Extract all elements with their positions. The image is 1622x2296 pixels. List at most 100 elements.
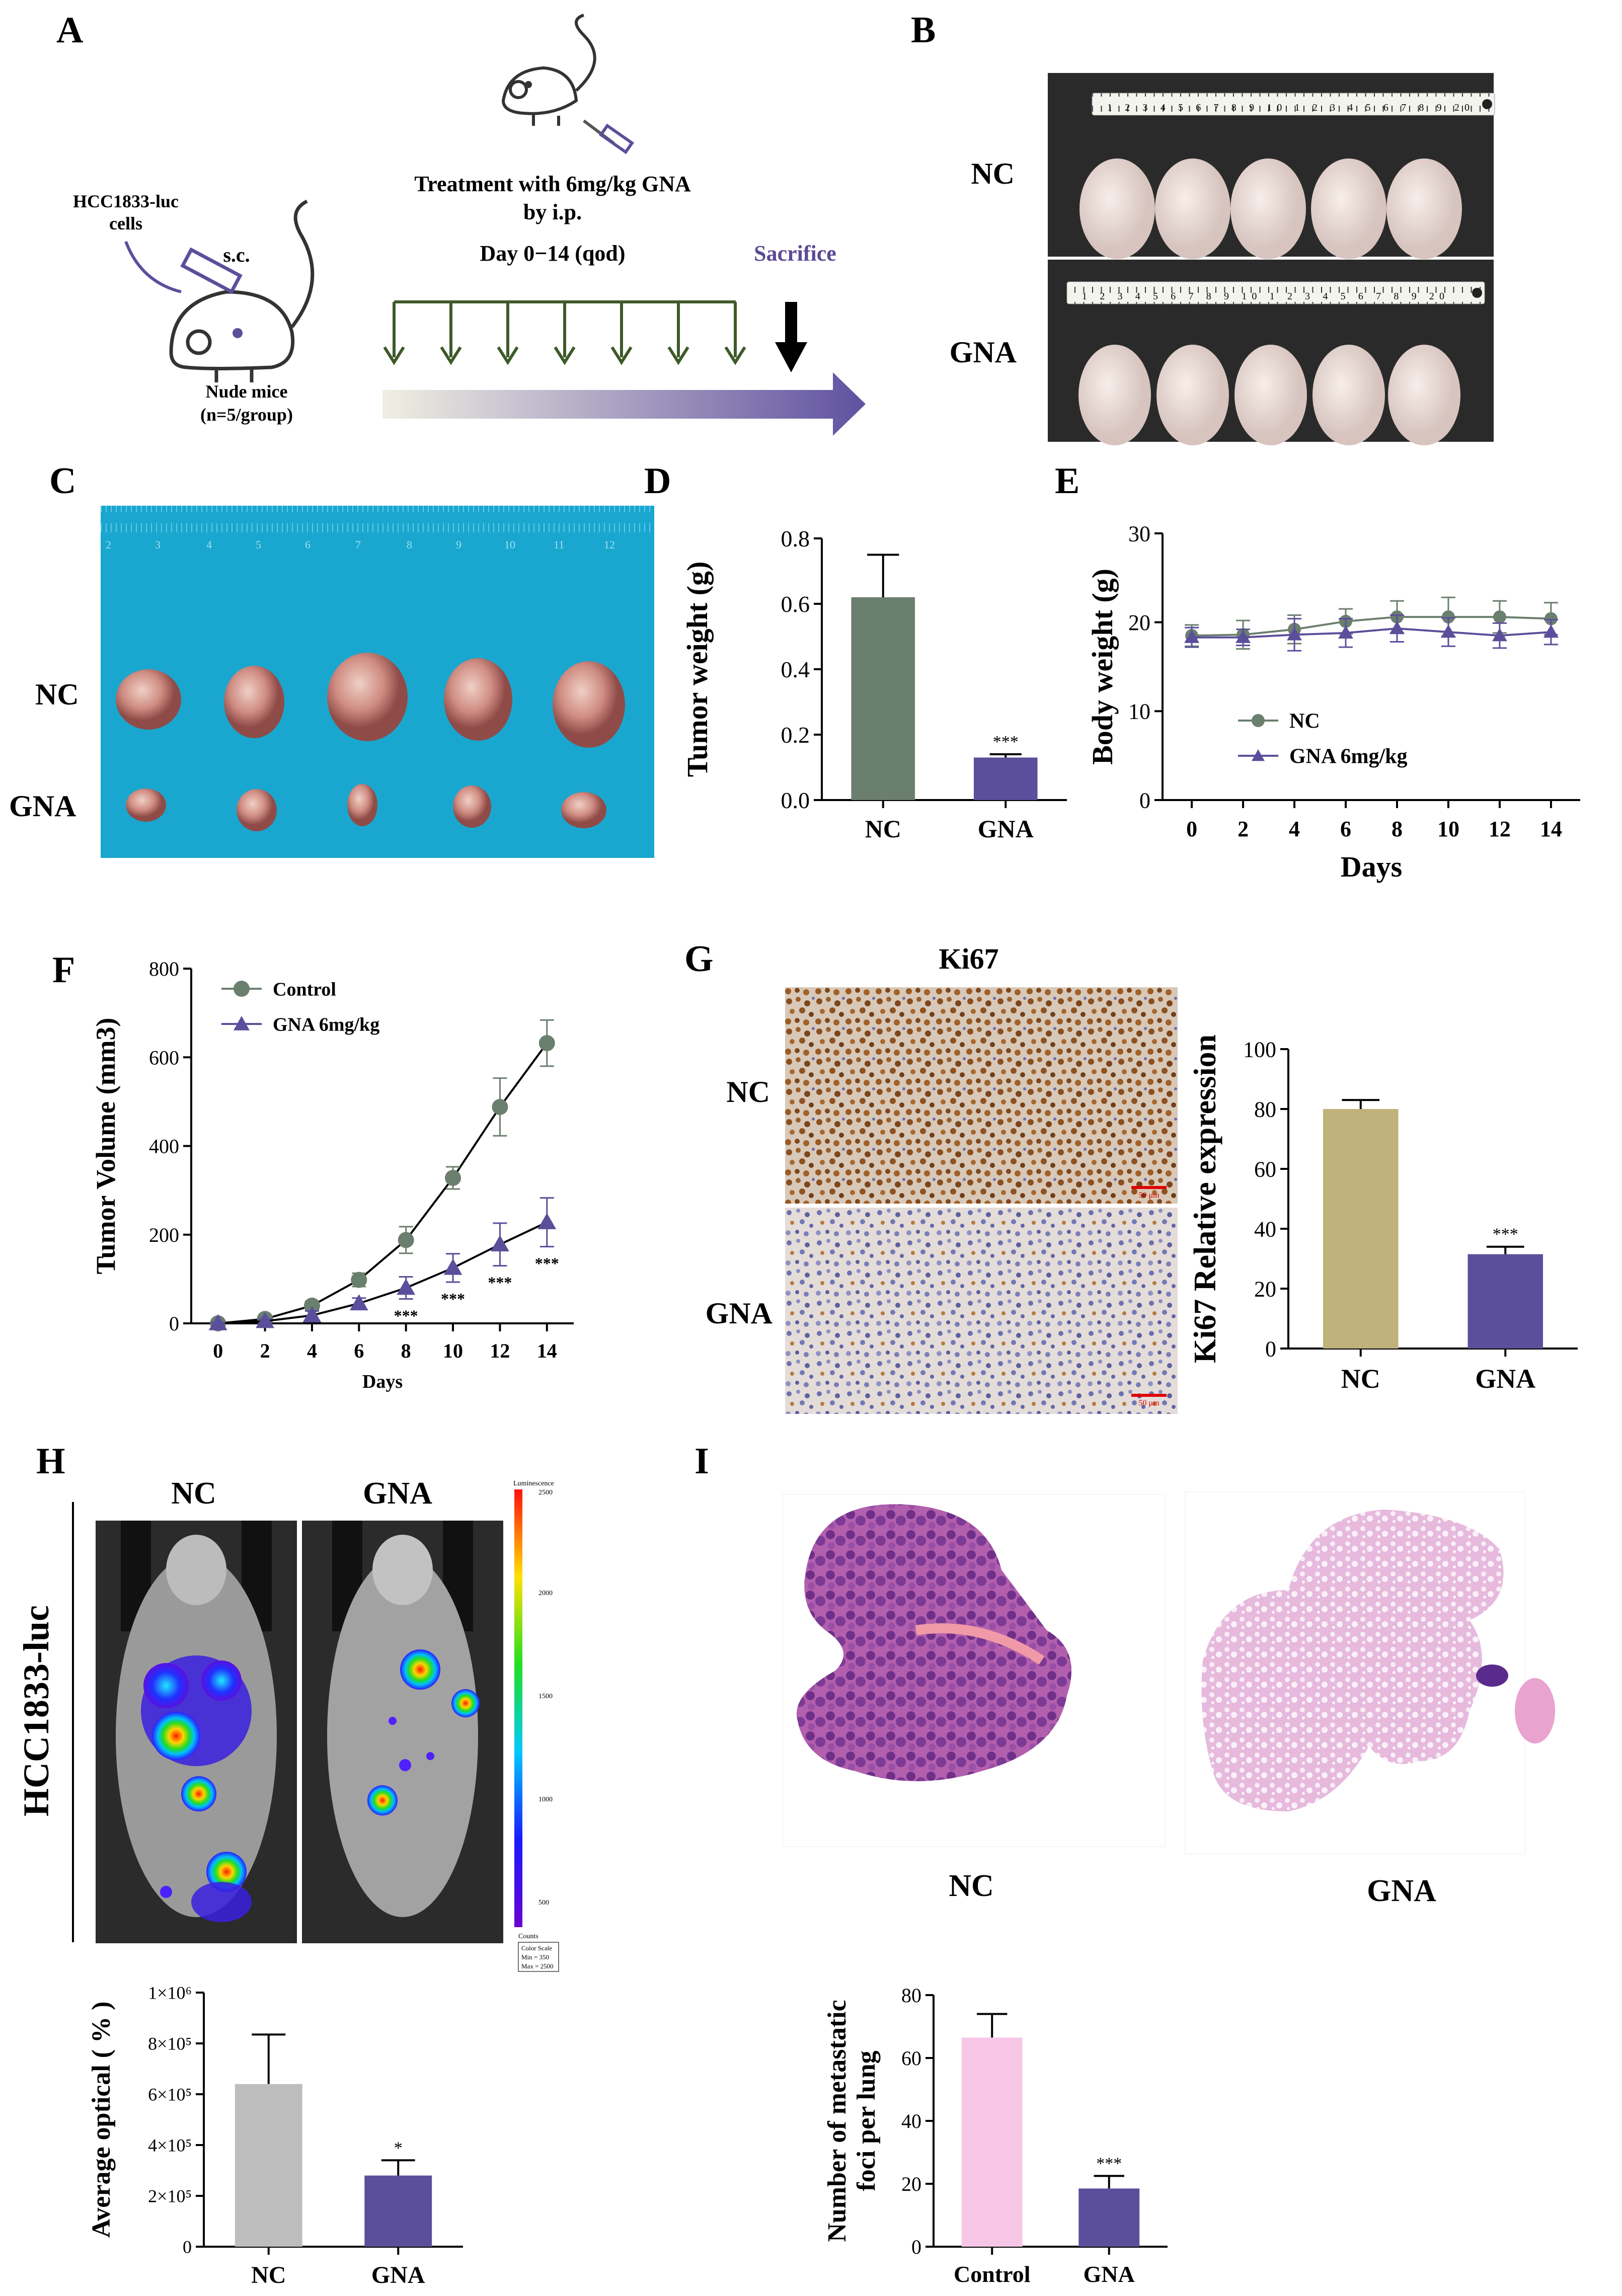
image-label-nc: NC: [949, 1869, 994, 1903]
data-point: [208, 1314, 227, 1330]
ruler: 1 2 3 4 5 6 7 8 9 10 1 2 3 4 5 6 7 8 9 2…: [1092, 93, 1495, 116]
bar-nc: [1323, 1109, 1399, 1349]
x-tick-label: 4: [1289, 817, 1300, 841]
lung-tissue-nc: [796, 1504, 1071, 1781]
x-tick-label: 0: [213, 1339, 223, 1362]
col-label-nc: NC: [171, 1476, 216, 1511]
bar-gna: [1467, 1254, 1543, 1349]
dose-arrow: [554, 302, 576, 365]
y-tick-label: 200: [149, 1224, 179, 1246]
mice-nc: [1079, 159, 1462, 259]
panel-g-ihc: Ki67 50 μm 50 μm NC GNA: [706, 942, 1178, 1414]
data-point: [1441, 610, 1455, 624]
series-line: [1192, 616, 1551, 637]
panel-h-ivis: HCC1833-luc NC GNA Lumine: [16, 1476, 559, 1972]
legend-marker: [1252, 749, 1265, 761]
scale-bar-label: 50 μm: [1138, 1399, 1160, 1407]
sacrifice-label: Sacrifice: [754, 241, 836, 266]
x-tick-label: 10: [1437, 817, 1459, 841]
treatment-line-1: Treatment with 6mg/kg GNA: [414, 172, 691, 196]
y-tick-label: 0: [1265, 1336, 1276, 1361]
cells-label-2: cells: [109, 213, 142, 233]
x-tick-label: GNA: [1475, 1364, 1535, 1394]
luminescence-signal-nc: [141, 1655, 252, 1922]
y-tick-label: 1×10⁶: [148, 1983, 192, 2003]
legend-label: Control: [273, 979, 336, 1000]
series-line: [218, 1042, 548, 1324]
colorbar-tick: 1500: [538, 1693, 553, 1700]
ihc-image-gna: [785, 1208, 1178, 1414]
y-axis-label: Ki67 Relative expression: [1188, 1035, 1222, 1363]
panel-letter-g: G: [684, 938, 714, 980]
data-point: [491, 1235, 509, 1251]
x-tick-label: 8: [401, 1339, 411, 1362]
panel-letter-h: H: [36, 1441, 65, 1482]
panel-letter-f: F: [52, 949, 75, 991]
y-tick-label: 400: [149, 1135, 179, 1158]
x-tick-label: 14: [537, 1339, 557, 1362]
y-axis-label: foci per lung: [852, 2050, 881, 2191]
y-tick-label: 800: [149, 958, 179, 980]
significance-mark: ***: [1096, 2154, 1122, 2173]
colorbar-tick: 2000: [538, 1590, 553, 1597]
significance-mark: ***: [535, 1254, 559, 1273]
tumors-nc: [116, 653, 625, 748]
row-label-gna: GNA: [950, 336, 1017, 369]
y-tick-label: 20: [1254, 1277, 1276, 1301]
y-tick-label: 8×10⁵: [148, 2034, 192, 2054]
x-tick-label: 6: [354, 1339, 364, 1362]
y-axis-label: Tumor Volume (mm3): [91, 1017, 121, 1274]
series-line: [1192, 627, 1552, 639]
scale-bar-label: 50 μm: [1138, 1191, 1160, 1200]
legend-label: GNA 6mg/kg: [273, 1014, 379, 1035]
y-axis-label: Tumor weight (g): [681, 562, 714, 777]
x-tick-label: 8: [1392, 817, 1403, 841]
nude-mouse-icon: [169, 199, 315, 382]
svg-text:2: 2: [106, 538, 111, 551]
x-tick-label: GNA: [1084, 2261, 1135, 2287]
panel-letter-b: B: [911, 10, 936, 51]
data-point: [537, 1213, 557, 1229]
bar-gna: [973, 757, 1038, 800]
chart-metastatic-foci: 0 20 40 60 80 Number of metastatic foci per lu…: [823, 1984, 1168, 2287]
y-tick-label: 40: [901, 2110, 921, 2132]
significance-mark: ***: [1493, 1225, 1518, 1244]
y-tick-label: 0: [911, 2236, 921, 2258]
x-tick-label: 2: [260, 1339, 270, 1362]
y-axis-label: Average optical ( % ): [87, 2002, 116, 2238]
y-tick-label: 0.8: [781, 526, 810, 551]
y-tick-label: 0.2: [781, 722, 810, 748]
treatment-line-2: by i.p.: [523, 200, 582, 224]
board-ruler-ticks: 2 3 4 5 6 7 8 9 10 11 12: [106, 538, 615, 551]
timeline-gradient-arrow: [382, 372, 866, 436]
bar-gna: [364, 2175, 432, 2247]
dose-arrow: [383, 302, 405, 365]
y-tick-label: 80: [1254, 1097, 1276, 1122]
data-point: [303, 1297, 320, 1314]
legend-marker: [234, 1016, 250, 1031]
panel-letter-a: A: [56, 10, 83, 51]
data-point: [1493, 610, 1506, 624]
data-point: [1184, 629, 1200, 643]
svg-text:7: 7: [355, 538, 361, 551]
x-axis-label: Days: [1341, 850, 1402, 883]
bar-nc: [235, 2084, 302, 2247]
data-point: [256, 1312, 274, 1328]
nude-mice-label-2: (n=5/group): [200, 405, 293, 425]
data-point: [302, 1306, 322, 1322]
panel-letter-e: E: [1055, 460, 1079, 502]
svg-text:3: 3: [155, 538, 161, 551]
ihc-image-nc: [785, 987, 1178, 1204]
data-point: [398, 1232, 414, 1248]
colorbar-counts: Counts: [518, 1933, 538, 1940]
x-tick-label: 10: [443, 1339, 463, 1362]
data-point: [1287, 627, 1302, 641]
panel-letter-d: D: [644, 460, 671, 502]
x-tick-label: NC: [251, 2262, 286, 2288]
legend-marker: [234, 981, 250, 997]
colorbar-title: Luminescence: [513, 1480, 554, 1487]
data-point: [351, 1272, 367, 1288]
vertical-cell-label: HCC1833-luc: [16, 1605, 56, 1816]
luminescence-signal-gna: [367, 1649, 480, 1815]
y-tick-label: 0.0: [781, 787, 810, 813]
